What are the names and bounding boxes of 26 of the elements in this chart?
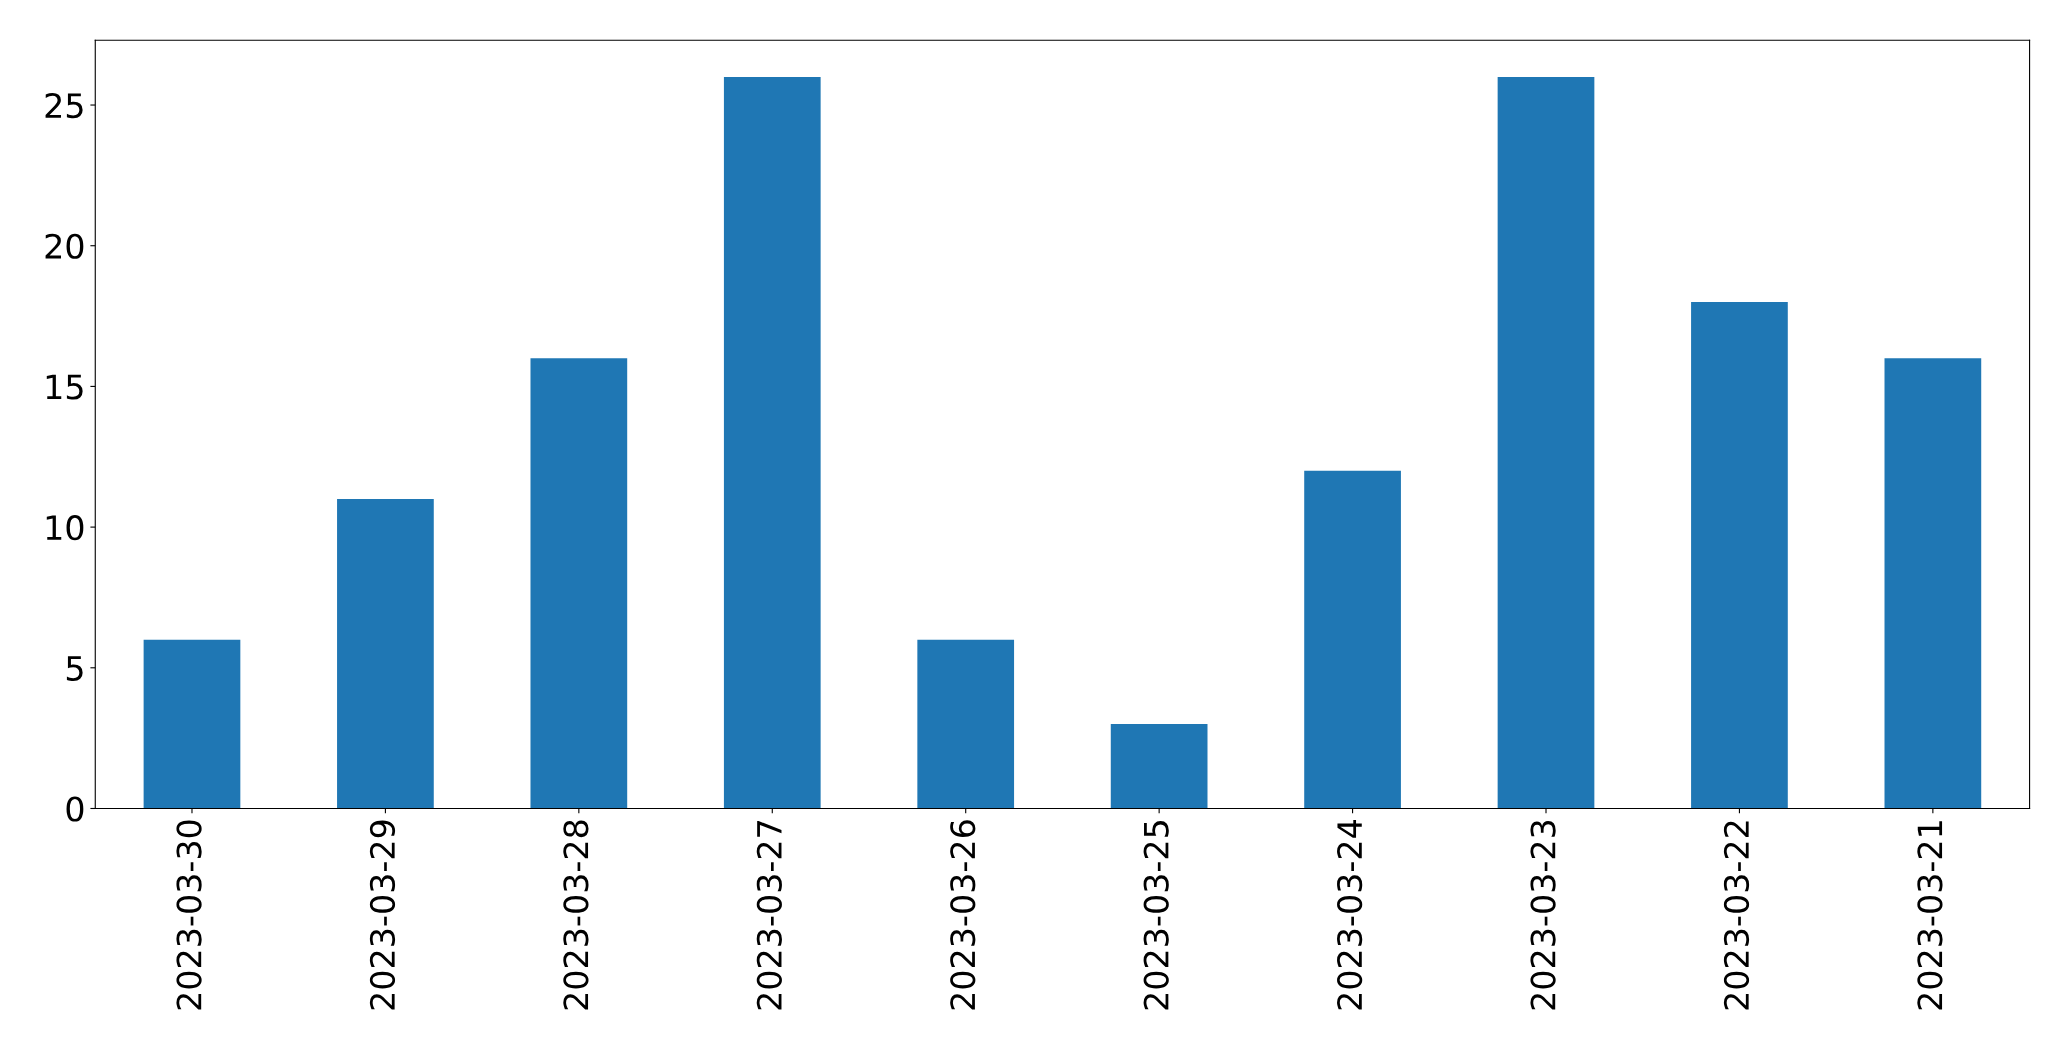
bar — [723, 76, 821, 809]
y-tick-label: 25 — [45, 92, 83, 119]
y-tick-label: 10 — [46, 515, 84, 541]
y-tick-label: 0 — [66, 796, 84, 822]
bar — [1691, 302, 1788, 809]
x-tick-label: 2023-03-23 — [1530, 820, 1556, 1010]
x-tick-label: 2023-03-30 — [176, 820, 202, 1010]
x-tick-label: 2023-03-25 — [1143, 821, 1169, 1010]
bar — [1884, 358, 1982, 809]
bar — [143, 639, 241, 809]
x-tick-label: 2023-03-28 — [563, 820, 589, 1010]
y-tick-label: 5 — [66, 656, 83, 681]
x-tick-label: 2023-03-27 — [756, 821, 782, 1010]
y-tick-label: 15 — [46, 374, 83, 400]
bar — [1110, 724, 1208, 809]
x-tick-label: 2023-03-21 — [1917, 821, 1943, 1010]
bar — [530, 358, 628, 809]
bar — [1497, 76, 1595, 809]
y-tick-label: 20 — [45, 233, 84, 259]
x-tick-label: 2023-03-26 — [950, 820, 976, 1010]
bar — [337, 498, 434, 809]
x-tick-label: 2023-03-22 — [1723, 821, 1750, 1010]
bar — [1304, 470, 1401, 809]
x-tick-label: 2023-03-29 — [369, 820, 396, 1010]
bar — [917, 639, 1015, 809]
x-tick-label: 2023-03-24 — [1337, 820, 1363, 1010]
